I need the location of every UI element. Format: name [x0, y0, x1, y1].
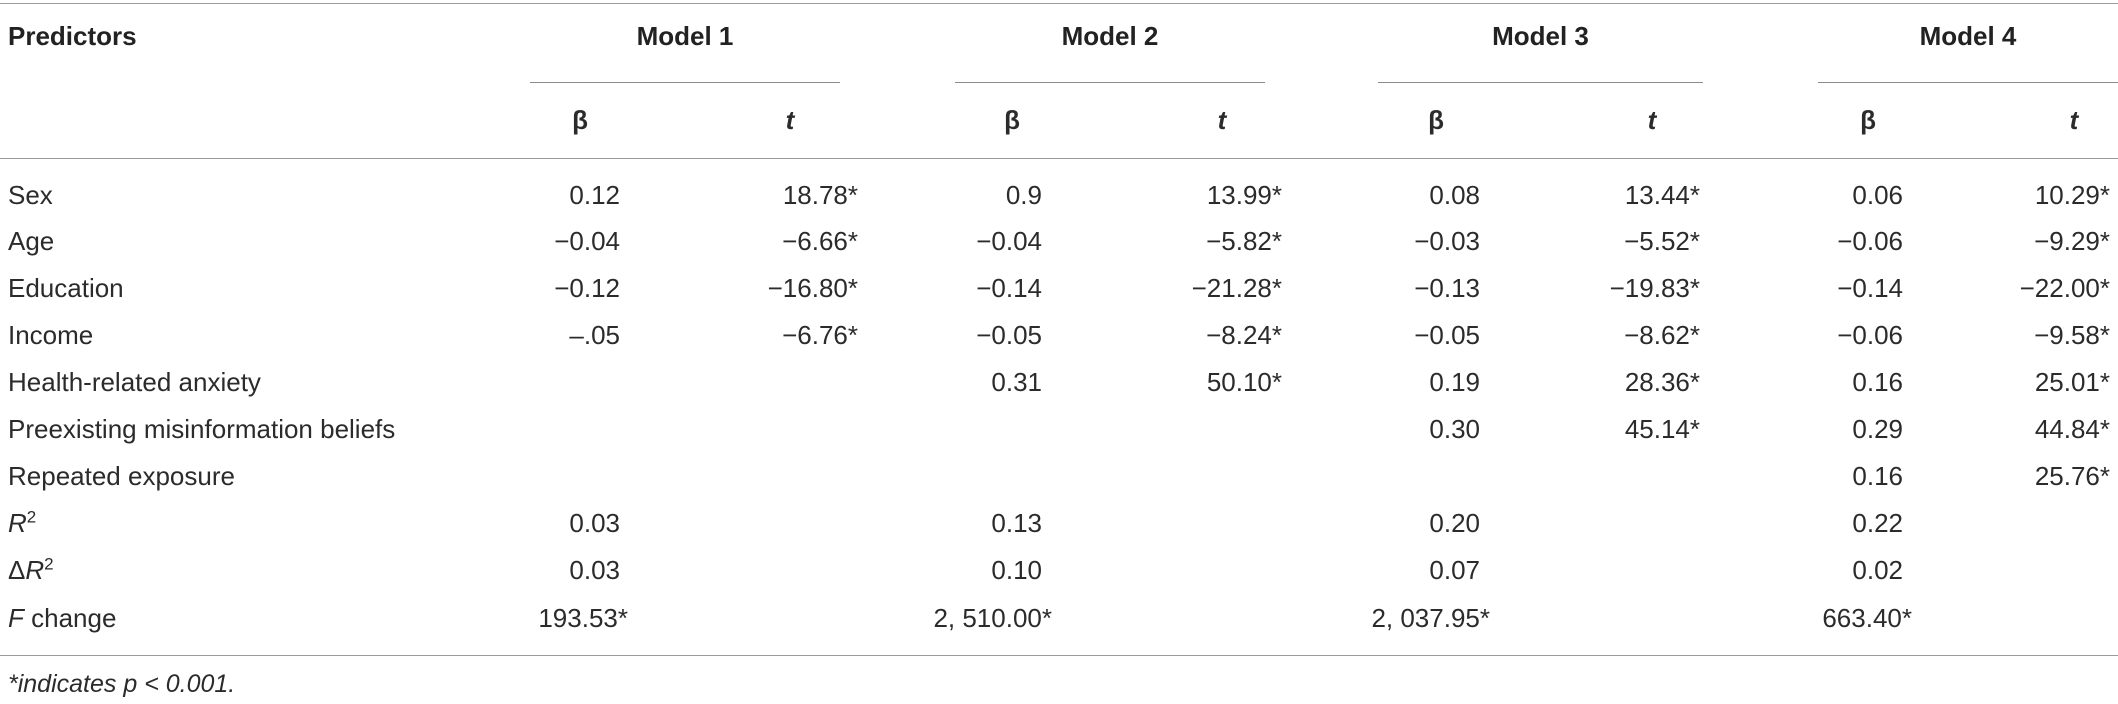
table-cell: 0.03: [569, 555, 620, 585]
model-4-t-header: t: [2069, 105, 2079, 135]
predictor-age: Age: [8, 226, 55, 256]
table-cell: 10.29*: [2034, 180, 2110, 210]
model-4-rule: [1818, 82, 2118, 83]
table-cell: −19.83*: [1609, 273, 1700, 303]
table-cell: −8.24*: [1206, 320, 1282, 350]
table-cell: −5.52*: [1624, 226, 1700, 256]
model-3-t-header: t: [1647, 105, 1657, 135]
table-cell: 50.10*: [1206, 367, 1282, 397]
table-cell: 0.16: [1852, 367, 1903, 397]
table-cell: 0.30: [1429, 414, 1480, 444]
model-1-beta-header: β: [572, 105, 588, 135]
table-cell: 2, 510.00*: [933, 603, 1052, 633]
model-1-t-header: t: [785, 105, 795, 135]
table-cell: 25.76*: [2034, 461, 2110, 491]
table-cell: 18.78*: [782, 180, 858, 210]
table-cell: −9.58*: [2034, 320, 2110, 350]
table-cell: −21.28*: [1191, 273, 1282, 303]
table-cell: 28.36*: [1624, 367, 1700, 397]
model-2-rule: [955, 82, 1265, 83]
model-2-beta-header: β: [1004, 105, 1020, 135]
table-cell: −0.03: [1414, 226, 1480, 256]
table-cell: 13.44*: [1624, 180, 1700, 210]
table-cell: 13.99*: [1206, 180, 1282, 210]
model-1-header: Model 1: [636, 21, 734, 51]
table-cell: −16.80*: [767, 273, 858, 303]
table-cell: 0.16: [1852, 461, 1903, 491]
model-3-beta-header: β: [1428, 105, 1444, 135]
table-cell: −9.29*: [2034, 226, 2110, 256]
model-1-rule: [530, 82, 840, 83]
table-cell: 0.29: [1852, 414, 1903, 444]
table-cell: 0.12: [569, 180, 620, 210]
predictor-education: Education: [8, 273, 124, 303]
table-cell: 45.14*: [1624, 414, 1700, 444]
predictor-preexisting-beliefs: Preexisting misinformation beliefs: [8, 414, 396, 444]
table-cell: −6.66*: [782, 226, 858, 256]
predictor-sex: Sex: [8, 180, 53, 210]
table-cell: –.05: [569, 320, 620, 350]
table-cell: −0.12: [554, 273, 620, 303]
table-cell: 2, 037.95*: [1371, 603, 1490, 633]
f-change-label: F change: [8, 603, 117, 633]
model-4-header: Model 4: [1919, 21, 2017, 51]
model-4-beta-header: β: [1860, 105, 1876, 135]
table-cell: 0.9: [1005, 180, 1042, 210]
predictors-header: Predictors: [8, 21, 137, 51]
model-3-header: Model 3: [1492, 21, 1589, 51]
table-cell: 0.10: [991, 555, 1042, 585]
table-cell: −0.04: [976, 226, 1042, 256]
table-cell: 0.06: [1852, 180, 1903, 210]
table-cell: −0.06: [1837, 320, 1903, 350]
table-cell: 0.02: [1852, 555, 1903, 585]
table-cell: 0.31: [991, 367, 1042, 397]
table-cell: −0.04: [554, 226, 620, 256]
table-cell: 0.13: [991, 508, 1042, 538]
table-cell: −5.82*: [1206, 226, 1282, 256]
predictor-health-anxiety: Health-related anxiety: [8, 367, 261, 397]
table-cell: 25.01*: [2034, 367, 2110, 397]
table-cell: 0.07: [1429, 555, 1480, 585]
table-cell: −0.05: [976, 320, 1042, 350]
table-footnote: *indicates p < 0.001.: [8, 670, 236, 698]
table-cell: 0.03: [569, 508, 620, 538]
table-cell: 0.20: [1429, 508, 1480, 538]
predictor-repeated-exposure: Repeated exposure: [8, 461, 235, 491]
predictor-income: Income: [8, 320, 94, 350]
table-cell: −8.62*: [1624, 320, 1700, 350]
model-3-rule: [1378, 82, 1703, 83]
table-cell: 0.22: [1852, 508, 1903, 538]
model-2-header: Model 2: [1061, 21, 1159, 51]
table-cell: 0.19: [1429, 367, 1480, 397]
table-cell: −0.06: [1837, 226, 1903, 256]
table-top-rule: [0, 3, 2118, 4]
table-cell: 663.40*: [1822, 603, 1912, 633]
model-2-t-header: t: [1217, 105, 1227, 135]
table-cell: −0.14: [976, 273, 1042, 303]
table-cell: −0.13: [1414, 273, 1480, 303]
table-cell: −0.05: [1414, 320, 1480, 350]
table-cell: 193.53*: [538, 603, 628, 633]
table-bottom-rule: [0, 655, 2118, 656]
table-cell: −6.76*: [782, 320, 858, 350]
table-cell: 44.84*: [2034, 414, 2110, 444]
table-cell: −22.00*: [2019, 273, 2110, 303]
table-cell: 0.08: [1429, 180, 1480, 210]
r-squared-label: R2: [8, 507, 37, 538]
table-cell: −0.14: [1837, 273, 1903, 303]
header-bottom-rule: [0, 158, 2118, 159]
delta-r-squared-label: ΔR2: [8, 554, 54, 585]
